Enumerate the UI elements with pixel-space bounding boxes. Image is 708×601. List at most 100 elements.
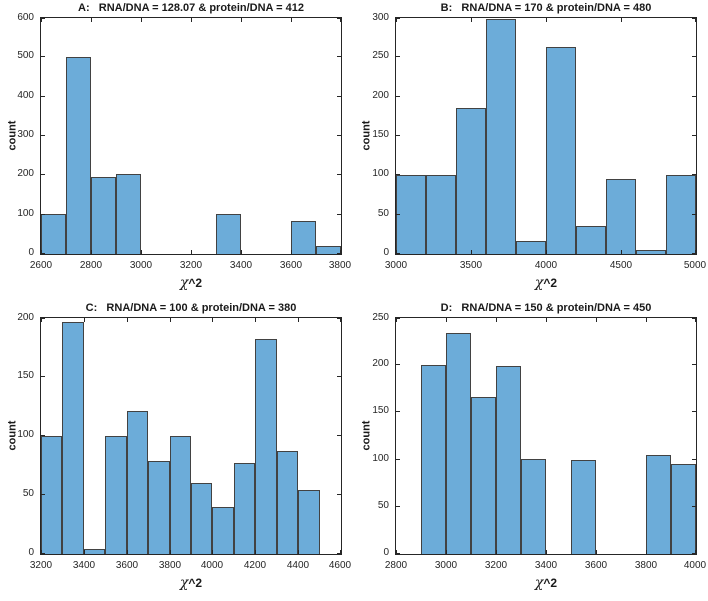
- histogram-panel-c: C: RNA/DNA = 100 & protein/DNA = 380 cou…: [0, 300, 354, 601]
- y-tick-label: 150: [372, 129, 389, 140]
- x-tick-mark: [170, 318, 171, 322]
- histogram-bar: [191, 483, 212, 554]
- x-tick-mark: [396, 318, 397, 322]
- y-tick-mark: [396, 318, 400, 319]
- x-tick-mark: [91, 250, 92, 254]
- x-tick-mark: [496, 318, 497, 322]
- histogram-bar: [421, 365, 446, 554]
- y-tick-mark: [41, 376, 45, 377]
- x-tick-mark: [41, 550, 42, 554]
- y-tick-mark: [396, 411, 400, 412]
- y-tick-mark: [396, 553, 400, 554]
- y-tick-label: 150: [372, 405, 389, 416]
- y-tick-label: 0: [383, 247, 389, 258]
- histogram-bar: [426, 175, 456, 254]
- x-tick-mark: [191, 18, 192, 22]
- y-tick-mark: [41, 553, 45, 554]
- histogram-bar: [116, 174, 141, 254]
- y-tick-mark: [41, 174, 45, 175]
- y-tick-mark: [337, 553, 341, 554]
- y-tick-label: 200: [17, 168, 34, 179]
- x-tick-mark: [141, 18, 142, 22]
- y-tick-mark: [396, 56, 400, 57]
- y-tick-mark: [337, 214, 341, 215]
- x-tick-label: 3600: [279, 260, 303, 271]
- y-tick-label: 200: [17, 312, 34, 323]
- y-tick-mark: [692, 174, 696, 175]
- y-tick-mark: [41, 318, 45, 319]
- x-tick-label: 3200: [29, 560, 53, 571]
- y-tick-mark: [692, 18, 696, 19]
- x-tick-mark: [298, 550, 299, 554]
- histogram-bar: [212, 507, 234, 554]
- plot-area: 0 50 100 150 200 250 300 3000 3500 4000 4500 5000: [372, 12, 706, 271]
- x-tick-label: 3400: [72, 560, 96, 571]
- plot-area: 0 50 100 150 200 3200 3400 3600 3800 4000 4200 4400…: [17, 312, 351, 571]
- x-tick-mark: [291, 250, 292, 254]
- y-tick-label: 200: [372, 90, 389, 101]
- x-tick-mark: [546, 18, 547, 22]
- x-tick-mark: [446, 318, 447, 322]
- y-tick-mark: [41, 214, 45, 215]
- y-tick-mark: [692, 56, 696, 57]
- panel-title: D: RNA/DNA = 150 & protein/DNA = 450: [440, 302, 652, 314]
- y-tick-mark: [692, 411, 696, 412]
- y-tick-label: 500: [17, 50, 34, 61]
- x-tick-mark: [396, 250, 397, 254]
- y-tick-mark: [692, 506, 696, 507]
- x-tick-mark: [446, 550, 447, 554]
- y-tick-mark: [337, 318, 341, 319]
- y-tick-mark: [337, 174, 341, 175]
- histogram-bar: [576, 226, 606, 254]
- histogram-bar: [298, 490, 320, 554]
- y-tick-label: 400: [17, 90, 34, 101]
- y-tick-mark: [337, 494, 341, 495]
- x-axis-label: χ^2: [395, 574, 697, 592]
- y-tick-mark: [337, 435, 341, 436]
- histogram-bar: [671, 464, 696, 554]
- y-tick-mark: [337, 376, 341, 377]
- x-tick-mark: [621, 250, 622, 254]
- y-tick-label: 100: [372, 168, 389, 179]
- x-tick-mark: [170, 550, 171, 554]
- y-tick-mark: [337, 96, 341, 97]
- histogram-bar: [471, 397, 496, 554]
- x-tick-label: 3200: [484, 560, 508, 571]
- y-tick-mark: [396, 96, 400, 97]
- exponent-text: ^2: [188, 576, 203, 590]
- y-tick-label: 150: [17, 370, 34, 381]
- x-tick-mark: [291, 18, 292, 22]
- histogram-bar: [234, 463, 255, 554]
- x-tick-mark: [646, 550, 647, 554]
- histogram-bar: [496, 366, 521, 554]
- x-tick-mark: [596, 550, 597, 554]
- x-tick-label: 3600: [584, 560, 608, 571]
- x-tick-mark: [127, 550, 128, 554]
- x-tick-mark: [471, 18, 472, 22]
- histogram-panel-a: A: RNA/DNA = 128.07 & protein/DNA = 412 …: [0, 0, 354, 300]
- y-tick-label: 50: [377, 208, 389, 219]
- histogram-bar: [486, 19, 516, 254]
- y-tick-mark: [692, 364, 696, 365]
- panel-title: C: RNA/DNA = 100 & protein/DNA = 380: [85, 302, 297, 314]
- x-tick-label: 3500: [459, 260, 483, 271]
- y-tick-label: 250: [372, 50, 389, 61]
- panel-title: B: RNA/DNA = 170 & protein/DNA = 480: [440, 2, 652, 14]
- x-tick-mark: [546, 250, 547, 254]
- x-tick-mark: [212, 550, 213, 554]
- x-tick-mark: [41, 18, 42, 22]
- x-tick-mark: [496, 550, 497, 554]
- x-tick-label: 5000: [683, 260, 707, 271]
- y-tick-mark: [41, 253, 45, 254]
- x-axis-label: χ^2: [40, 574, 342, 592]
- histogram-bar: [255, 339, 277, 554]
- x-tick-label: 3800: [634, 560, 658, 571]
- y-tick-mark: [337, 56, 341, 57]
- x-tick-label: 3000: [434, 560, 458, 571]
- y-tick-label: 200: [372, 358, 389, 369]
- x-tick-mark: [396, 550, 397, 554]
- y-tick-label: 100: [17, 429, 34, 440]
- histogram-bar: [170, 436, 191, 554]
- exponent-text: ^2: [188, 276, 203, 290]
